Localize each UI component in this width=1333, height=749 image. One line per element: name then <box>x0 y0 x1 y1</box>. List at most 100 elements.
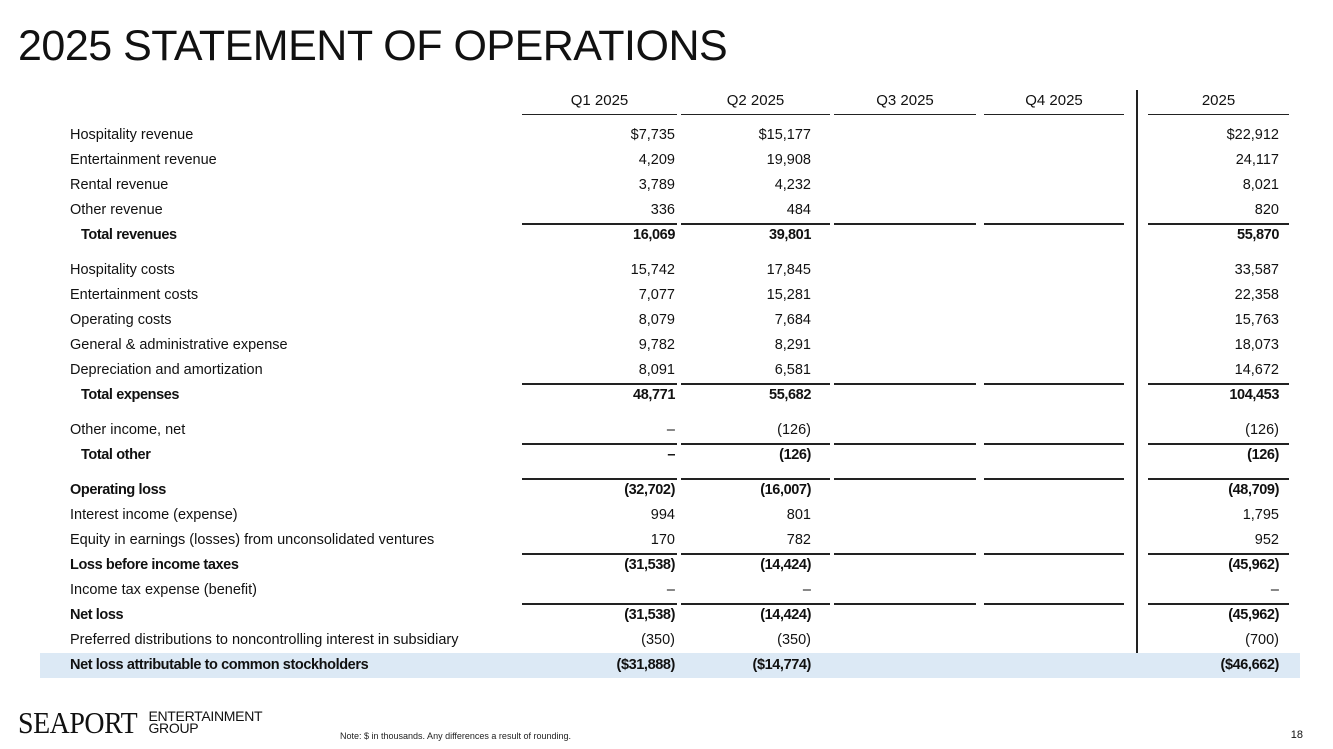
table-row: Operating costs 8,079 7,684 15,763 <box>0 308 1333 333</box>
cell-value: 14,672 <box>1234 362 1279 378</box>
column-header: 2025 <box>1148 92 1289 115</box>
total-rule <box>984 223 1124 225</box>
cell-value: – <box>802 582 811 598</box>
table-row: Operating loss (32,702) (16,007) (48,709) <box>0 478 1333 503</box>
cell-value: 55,682 <box>769 387 811 403</box>
column-header: Q2 2025 <box>681 92 830 115</box>
total-rule <box>834 223 976 225</box>
table-row: Preferred distributions to noncontrollin… <box>0 628 1333 653</box>
cell-value: (350) <box>641 632 675 648</box>
total-rule <box>984 553 1124 555</box>
cell-value: (32,702) <box>624 482 675 498</box>
cell-value: (45,962) <box>1228 557 1279 573</box>
cell-value: 104,453 <box>1229 387 1279 403</box>
cell-value: 39,801 <box>769 227 811 243</box>
cell-value: 8,291 <box>774 337 811 353</box>
cell-value: – <box>1270 582 1279 598</box>
column-divider <box>1136 90 1138 678</box>
logo-sub-line-1: ENTERTAINMENT <box>148 708 263 724</box>
row-label: Depreciation and amortization <box>70 362 263 378</box>
table-row: General & administrative expense 9,782 8,2… <box>0 333 1333 358</box>
total-rule <box>984 383 1124 385</box>
cell-value: 484 <box>786 202 811 218</box>
total-rule <box>522 443 677 445</box>
row-label: Entertainment costs <box>70 287 199 303</box>
cell-value: 4,209 <box>638 152 675 168</box>
cell-value: 8,091 <box>638 362 675 378</box>
total-rule <box>1148 603 1289 605</box>
row-label: Loss before income taxes <box>70 557 239 573</box>
table-row: Hospitality revenue $7,735 $15,177 $22,912 <box>0 123 1333 148</box>
total-rule <box>681 383 830 385</box>
total-rule <box>1148 443 1289 445</box>
cell-value: – <box>666 422 675 438</box>
total-rule <box>1148 383 1289 385</box>
cell-value: – <box>666 582 675 598</box>
cell-value: 17,845 <box>766 262 811 278</box>
cell-value: 55,870 <box>1237 227 1279 243</box>
column-header: Q4 2025 <box>984 92 1124 115</box>
total-rule <box>1148 553 1289 555</box>
table-row: Entertainment costs 7,077 15,281 22,358 <box>0 283 1333 308</box>
table-row: Depreciation and amortization 8,091 6,581 1… <box>0 358 1333 383</box>
cell-value: 952 <box>1254 532 1279 548</box>
table-row: Interest income (expense) 994 801 1,795 <box>0 503 1333 528</box>
company-logo: SEAPORT ENTERTAINMENT GROUP <box>18 707 263 738</box>
total-rule <box>681 478 830 480</box>
cell-value: 33,587 <box>1234 262 1279 278</box>
total-rule <box>522 223 677 225</box>
row-label: Hospitality revenue <box>70 127 194 143</box>
cell-value: 336 <box>650 202 675 218</box>
cell-value: (126) <box>779 447 811 463</box>
cell-value: 22,358 <box>1234 287 1279 303</box>
cell-value: 15,281 <box>766 287 811 303</box>
cell-value: (48,709) <box>1228 482 1279 498</box>
table-row: Total revenues 16,069 39,801 55,870 <box>0 223 1333 248</box>
column-header: Q1 2025 <box>522 92 677 115</box>
table-row: Total other – (126) (126) <box>0 443 1333 468</box>
row-label: Hospitality costs <box>70 262 175 278</box>
total-rule <box>984 443 1124 445</box>
total-rule <box>1148 223 1289 225</box>
total-rule <box>522 553 677 555</box>
footnote: Note: $ in thousands. Any differences a … <box>340 731 571 741</box>
total-rule <box>681 443 830 445</box>
row-label: Net loss attributable to common stockhol… <box>70 657 369 673</box>
total-rule <box>984 478 1124 480</box>
cell-value: ($46,662) <box>1220 657 1280 673</box>
cell-value: 4,232 <box>774 177 811 193</box>
table-row: Net loss attributable to common stockhol… <box>0 653 1333 678</box>
cell-value: (31,538) <box>624 607 675 623</box>
total-rule <box>681 553 830 555</box>
cell-value: (14,424) <box>760 607 811 623</box>
table-row: Other revenue 336 484 820 <box>0 198 1333 223</box>
row-label: Preferred distributions to noncontrollin… <box>70 632 459 648</box>
cell-value: 8,079 <box>638 312 675 328</box>
row-label: Other income, net <box>70 422 186 438</box>
total-rule <box>834 553 976 555</box>
row-label: Interest income (expense) <box>70 507 238 523</box>
page-number: 18 <box>1290 729 1303 741</box>
cell-value: 801 <box>786 507 811 523</box>
cell-value: (14,424) <box>760 557 811 573</box>
page-title: 2025 STATEMENT OF OPERATIONS <box>18 22 728 70</box>
row-label: Operating loss <box>70 482 166 498</box>
cell-value: 15,742 <box>630 262 675 278</box>
cell-value: 782 <box>786 532 811 548</box>
cell-value: 820 <box>1254 202 1279 218</box>
row-label: Total revenues <box>81 227 177 243</box>
row-label: General & administrative expense <box>70 337 288 353</box>
total-rule <box>522 603 677 605</box>
cell-value: 24,117 <box>1235 152 1279 168</box>
logo-sub-line-2: GROUP <box>148 720 199 736</box>
cell-value: (350) <box>777 632 811 648</box>
total-rule <box>1148 478 1289 480</box>
cell-value: (45,962) <box>1228 607 1279 623</box>
table-row: Income tax expense (benefit) – – – <box>0 578 1333 603</box>
total-rule <box>681 603 830 605</box>
cell-value: 7,684 <box>774 312 811 328</box>
row-label: Operating costs <box>70 312 172 328</box>
cell-value: 15,763 <box>1234 312 1279 328</box>
total-rule <box>834 443 976 445</box>
cell-value: $15,177 <box>758 127 811 143</box>
